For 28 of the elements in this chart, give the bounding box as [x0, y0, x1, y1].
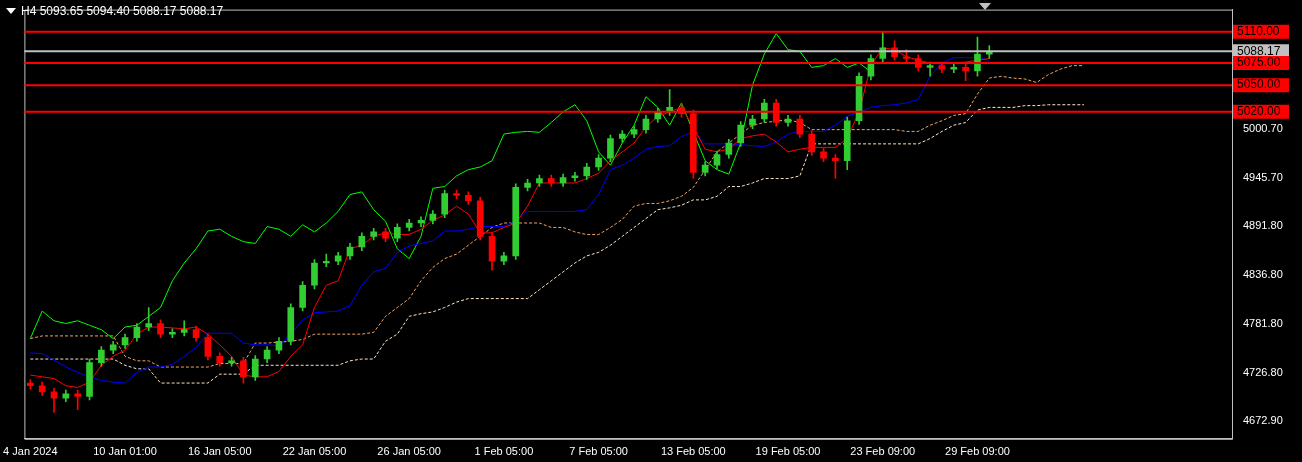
x-tick-label: 29 Feb 09:00 [945, 445, 1010, 458]
x-tick-label: 4 Jan 2024 [3, 445, 58, 458]
ref-line-label: 5020.00 [1237, 104, 1281, 119]
x-tick-label: 7 Feb 05:00 [569, 445, 628, 458]
x-tick-label: 16 Jan 05:00 [187, 445, 252, 458]
x-tick-label: 19 Feb 05:00 [755, 445, 821, 458]
ref-line-label: 5075.00 [1237, 55, 1281, 70]
candlestick [180, 320, 188, 337]
ref-line-label: 5088.17 [1237, 43, 1281, 58]
y-tick-label: 4781.80 [1243, 316, 1283, 329]
x-tick-label: 22 Jan 05:00 [282, 445, 347, 458]
x-tick-label: 13 Feb 05:00 [660, 445, 726, 458]
y-tick-label: 4726.80 [1243, 365, 1283, 378]
line-series [29, 104, 1085, 384]
ref-line-label: 5110.00 [1237, 24, 1280, 39]
y-tick-label: 4672.90 [1243, 413, 1283, 426]
y-tick-label: 4891.80 [1243, 218, 1283, 231]
x-tick-label: 23 Feb 09:00 [850, 445, 916, 458]
y-tick-label: 4945.70 [1243, 170, 1283, 183]
ref-line-label: 5050.00 [1237, 77, 1281, 92]
chart-title: H4 5093.65 5094.40 5088.17 5088.17 [21, 4, 224, 18]
x-tick-label: 1 Feb 05:00 [474, 445, 534, 458]
candlestick [950, 63, 958, 74]
y-tick-label: 5000.70 [1243, 122, 1283, 135]
candlestick [74, 389, 82, 411]
y-tick-label: 4836.80 [1243, 267, 1283, 280]
x-tick-label: 26 Jan 05:00 [377, 445, 441, 458]
x-tick-label: 10 Jan 01:00 [93, 445, 157, 458]
